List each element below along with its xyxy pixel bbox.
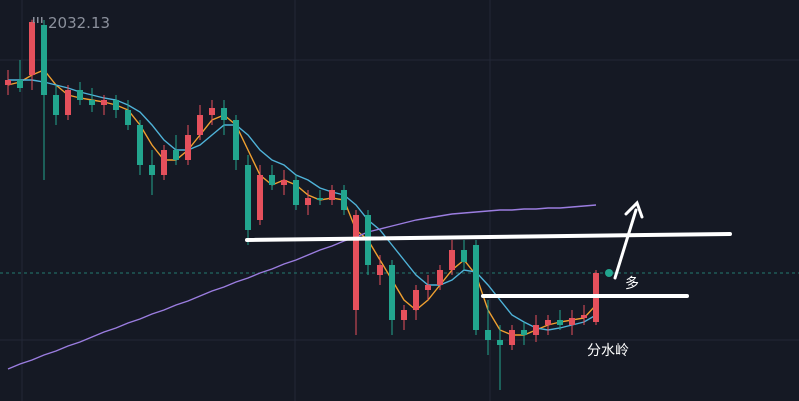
- candle-body: [29, 22, 35, 75]
- label-icon: [33, 17, 43, 23]
- arrow-head: [624, 200, 644, 219]
- candle-body: [185, 135, 191, 160]
- candle-body: [305, 198, 311, 205]
- candle-body: [65, 90, 71, 115]
- candle-body: [41, 25, 47, 95]
- candle-body: [281, 180, 287, 185]
- candle-body: [461, 250, 467, 262]
- candle-body: [533, 325, 539, 335]
- candle-body: [473, 245, 479, 330]
- candle-body: [77, 90, 83, 100]
- candle-body: [221, 108, 227, 120]
- candle-body: [101, 100, 107, 105]
- price-dot: [605, 269, 613, 277]
- candle-body: [377, 265, 383, 275]
- candle-body: [497, 340, 503, 345]
- candle-body: [113, 100, 119, 110]
- price-label: 2032.13: [48, 14, 110, 32]
- candle-body: [413, 290, 419, 310]
- candle-body: [293, 180, 299, 205]
- candle-body: [317, 198, 323, 200]
- candle-body: [197, 115, 203, 135]
- candle-body: [545, 320, 551, 325]
- candle-body: [257, 175, 263, 220]
- candle-body: [161, 150, 167, 175]
- candle-body: [485, 330, 491, 340]
- candle-body: [89, 100, 95, 105]
- candle-body: [569, 318, 575, 325]
- ma-line: [7, 204, 597, 370]
- icon-bar: [41, 17, 43, 23]
- icon-bar: [37, 17, 39, 23]
- candle-body: [137, 125, 143, 165]
- candle-body: [425, 285, 431, 290]
- candle-body: [449, 250, 455, 270]
- candle-body: [509, 330, 515, 345]
- candle-body: [557, 320, 563, 325]
- annotation: 分水岭: [587, 343, 629, 359]
- candle-body: [209, 108, 215, 115]
- candle-body: [173, 150, 179, 160]
- candle-body: [233, 120, 239, 160]
- candle-body: [245, 165, 251, 230]
- candle-body: [437, 270, 443, 285]
- candle-body: [401, 310, 407, 320]
- candle-body: [125, 110, 131, 125]
- candle-body: [17, 80, 23, 88]
- drawings: [245, 200, 732, 298]
- candle-body: [5, 80, 11, 85]
- annotation: 多: [625, 275, 639, 292]
- support-line: [245, 232, 732, 242]
- candle-body: [329, 190, 335, 200]
- candle-body: [269, 175, 275, 185]
- candle-body: [353, 215, 359, 310]
- icon-bar: [33, 17, 35, 23]
- candle-body: [341, 190, 347, 210]
- arrow-shaft: [613, 208, 638, 280]
- candle-body: [53, 95, 59, 115]
- candle-body: [581, 315, 587, 318]
- candle-body: [389, 265, 395, 320]
- candle-body: [149, 165, 155, 175]
- candle-body: [521, 330, 527, 335]
